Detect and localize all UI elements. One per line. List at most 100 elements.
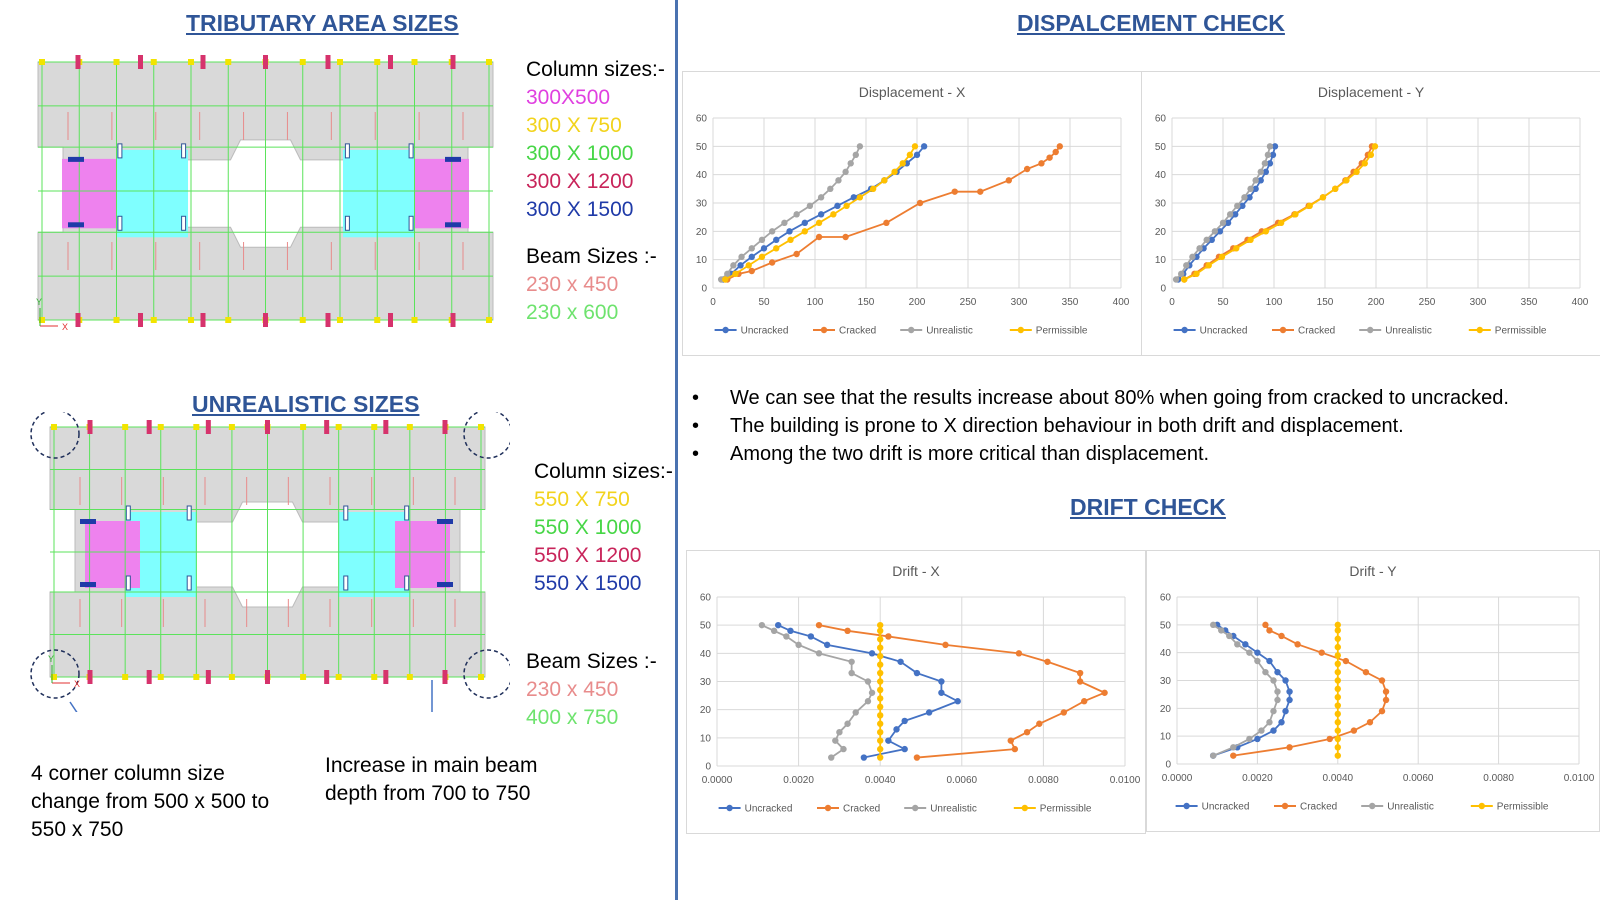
x-tick-label: 0 xyxy=(1169,297,1175,308)
column-mark xyxy=(117,143,123,159)
data-point xyxy=(877,652,884,660)
data-point xyxy=(942,641,949,649)
data-point xyxy=(877,661,884,668)
y-tick-label: 60 xyxy=(696,114,708,125)
column-mark xyxy=(404,505,410,521)
data-point xyxy=(842,168,849,176)
column-mark xyxy=(113,59,120,65)
column-mark xyxy=(138,313,143,327)
data-point xyxy=(748,267,755,275)
x-tick-label: 100 xyxy=(807,297,824,308)
column-mark xyxy=(113,317,120,323)
data-point xyxy=(1252,177,1259,184)
data-point xyxy=(1382,688,1390,695)
legend-marker xyxy=(820,326,828,334)
column-mark xyxy=(225,317,232,323)
legend-label: Unrealistic xyxy=(1387,802,1434,813)
x-tick-label: 0.0040 xyxy=(865,775,896,786)
data-point xyxy=(773,245,780,252)
y-tick-label: 20 xyxy=(696,227,708,238)
data-point xyxy=(1294,641,1301,648)
y-tick-label: 10 xyxy=(1155,255,1167,266)
data-point xyxy=(844,720,851,727)
y-tick-label: 30 xyxy=(1160,676,1172,687)
data-point xyxy=(787,236,794,244)
x-tick-label: 0.0080 xyxy=(1028,775,1059,786)
data-point xyxy=(856,143,864,150)
data-point xyxy=(925,709,933,716)
data-point xyxy=(1005,177,1012,184)
chart-title: Displacement - Y xyxy=(1318,84,1425,100)
data-point xyxy=(877,621,884,629)
series-line xyxy=(818,624,1107,759)
data-point xyxy=(1334,719,1341,726)
data-point xyxy=(737,262,744,269)
data-point xyxy=(793,250,800,258)
legend-title: Column sizes:- xyxy=(534,460,673,483)
legend-label: Cracked xyxy=(1298,326,1335,337)
column-mark xyxy=(150,317,157,323)
data-point xyxy=(938,678,945,685)
data-point xyxy=(1226,632,1233,640)
column-mark xyxy=(125,505,131,521)
column-mark xyxy=(87,420,93,434)
column-mark xyxy=(265,670,270,684)
data-point xyxy=(951,188,958,195)
data-point xyxy=(1226,211,1234,218)
displacement-y-chart: Displacement - Y 0 10 20 30 40 50 60 0 50 100 150 20… xyxy=(1141,71,1600,356)
data-point xyxy=(1254,735,1261,743)
data-point xyxy=(1193,270,1200,278)
column-mark xyxy=(125,575,131,591)
column-mark xyxy=(299,317,306,323)
y-tick-label: 40 xyxy=(700,649,712,660)
chart-title: Drift - X xyxy=(892,563,940,579)
y-tick-label: 40 xyxy=(1160,648,1172,659)
chart-title: Drift - Y xyxy=(1349,563,1397,579)
column-mark xyxy=(181,143,187,159)
column-mark xyxy=(117,215,123,231)
data-point xyxy=(1319,194,1327,201)
data-point xyxy=(1271,143,1279,150)
data-point xyxy=(1234,641,1241,648)
data-point xyxy=(864,678,872,685)
data-point xyxy=(1266,160,1274,167)
data-point xyxy=(877,686,884,694)
x-tick-label: 350 xyxy=(1062,297,1079,308)
data-point xyxy=(850,194,857,201)
data-point xyxy=(768,259,776,266)
corner-highlight-circle xyxy=(463,649,510,699)
data-point xyxy=(1023,729,1031,736)
x-tick-label: 0 xyxy=(710,297,716,308)
data-point xyxy=(832,737,839,744)
column-mark xyxy=(228,424,235,430)
data-point xyxy=(1286,744,1293,751)
y-tick-label: 50 xyxy=(1155,142,1167,153)
column-mark xyxy=(186,505,192,521)
column-mark xyxy=(408,215,414,231)
data-point xyxy=(847,160,854,167)
data-point xyxy=(748,253,755,261)
data-point xyxy=(977,188,984,195)
legend-marker xyxy=(1369,802,1376,810)
column-mark xyxy=(406,424,413,430)
legend-label: Unrealistic xyxy=(1385,326,1432,337)
legend-label: Permissible xyxy=(1036,326,1088,337)
column-mark xyxy=(383,420,389,434)
data-point xyxy=(1343,177,1350,184)
data-point xyxy=(1274,688,1281,695)
main-beam-note: Increase in main beam depth from 700 to … xyxy=(325,754,538,805)
y-tick-label: 40 xyxy=(696,170,708,181)
column-mark xyxy=(343,575,349,591)
legend-marker xyxy=(726,804,733,812)
data-point xyxy=(1052,148,1059,156)
column-mark xyxy=(335,424,342,430)
data-point xyxy=(1219,219,1227,227)
data-point xyxy=(817,211,825,218)
data-point xyxy=(758,621,766,629)
data-point xyxy=(1353,168,1360,176)
y-tick-label: 20 xyxy=(1155,227,1167,238)
y-tick-label: 30 xyxy=(700,677,712,688)
stair-core xyxy=(343,149,415,238)
column-size-item: 300X500 xyxy=(526,86,611,109)
column-mark xyxy=(146,670,152,684)
